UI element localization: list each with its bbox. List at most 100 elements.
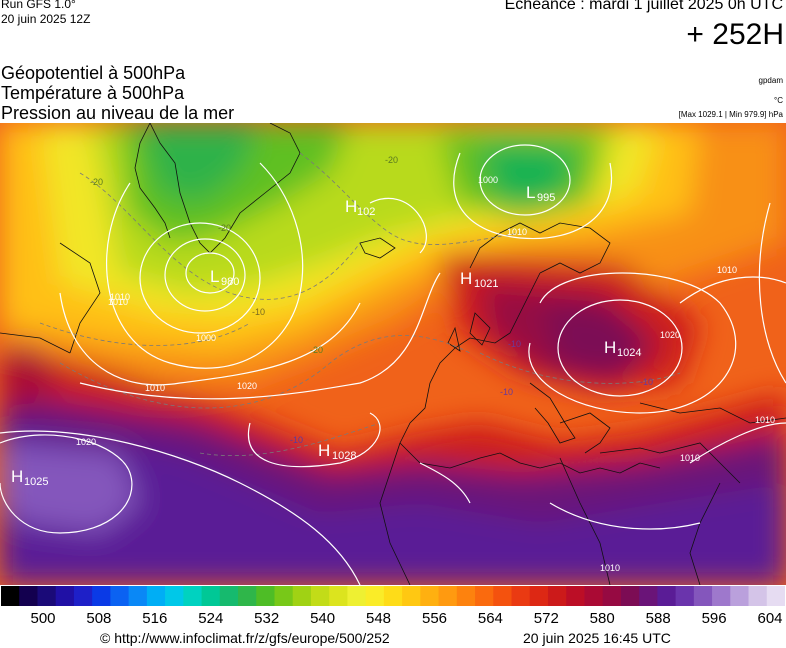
temperature-label: -20 — [310, 345, 323, 355]
color-scale-tick: 524 — [198, 610, 224, 627]
high-pressure-1028: H 1028 — [318, 441, 356, 462]
source-url: © http://www.infoclimat.fr/z/gfs/europe/… — [100, 630, 390, 646]
color-swatch — [37, 586, 57, 606]
isobar-label: 1010 — [108, 297, 128, 307]
color-swatch — [1, 586, 20, 606]
svg-text:102: 102 — [357, 206, 375, 218]
color-swatch — [256, 586, 276, 606]
color-scale-tick: 532 — [254, 610, 280, 627]
color-swatch — [238, 586, 257, 606]
isobar-label: 1010 — [717, 265, 737, 275]
svg-text:980: 980 — [221, 276, 239, 288]
color-scale-tick: 564 — [477, 610, 503, 627]
color-swatch — [766, 586, 785, 606]
color-swatch — [712, 586, 731, 606]
color-swatch — [19, 586, 39, 606]
title-pressure: Pression au niveau de la mer — [1, 103, 235, 123]
color-swatch — [110, 586, 130, 606]
coastlines — [0, 123, 786, 585]
color-swatch — [201, 586, 221, 606]
isobar-label: 1020 — [237, 381, 257, 391]
color-scale-tick: 548 — [365, 610, 392, 627]
low-pressure-995: L 995 — [526, 183, 555, 204]
svg-text:H: H — [604, 338, 616, 357]
color-swatch — [475, 586, 494, 606]
color-swatch — [183, 586, 203, 606]
unit-geopotential: gpdam — [758, 76, 783, 85]
svg-text:995: 995 — [537, 192, 555, 204]
color-swatch — [730, 586, 750, 606]
isobar-label: 1010 — [145, 383, 165, 393]
color-swatch — [219, 586, 239, 606]
color-swatch — [657, 586, 677, 606]
isobar-labels: 1000 1010 1020 1010 1020 1010 1010 1000 … — [76, 175, 775, 573]
color-swatch — [639, 586, 658, 606]
color-swatch — [566, 586, 586, 606]
color-scale-tick: 572 — [533, 610, 559, 627]
color-scale-tick: 540 — [310, 610, 336, 627]
temperature-label: -10 — [252, 307, 265, 317]
unit-temperature: °C — [774, 96, 783, 105]
svg-text:1025: 1025 — [24, 476, 48, 488]
svg-text:1024: 1024 — [617, 347, 641, 359]
svg-text:H: H — [460, 269, 472, 288]
color-swatch — [402, 586, 421, 606]
color-swatch — [602, 586, 622, 606]
svg-text:1021: 1021 — [474, 278, 498, 290]
high-pressure-102: H 102 — [345, 197, 375, 218]
weather-map[interactable]: 1000 1010 1020 1010 1020 1010 1010 1000 … — [0, 123, 786, 585]
color-scale-tick: 508 — [86, 610, 112, 627]
high-pressure-1024: H 1024 — [604, 338, 641, 359]
color-swatch — [511, 586, 531, 606]
isobar-label: 1020 — [660, 330, 680, 340]
run-date: 20 juin 2025 12Z — [1, 12, 91, 26]
color-swatch — [310, 586, 330, 606]
color-swatch — [420, 586, 440, 606]
color-scale-tick: 516 — [142, 610, 168, 627]
color-swatch — [292, 586, 312, 606]
low-pressure-980: L 980 — [210, 267, 239, 288]
forecast-hour: + 252H — [686, 18, 784, 51]
color-swatch — [55, 586, 75, 606]
color-scale-tick: 580 — [589, 610, 615, 627]
pressure-systems: H 1025 L 980 H 102 L 995 H 1021 H 1024 — [11, 183, 641, 488]
temperature-label: -10 — [500, 387, 513, 397]
temperature-label: -10 — [508, 339, 521, 349]
color-swatch — [347, 586, 367, 606]
isobar-label: 1010 — [755, 415, 775, 425]
color-scale-tick: 596 — [701, 610, 727, 627]
temperature-label: -20 — [90, 177, 103, 187]
temperature-label: -20 — [385, 155, 398, 165]
color-scale-tick: 604 — [757, 610, 783, 627]
temperature-isotherms — [39, 152, 681, 456]
color-swatch — [92, 586, 111, 606]
svg-text:L: L — [526, 183, 535, 202]
color-swatch — [693, 586, 713, 606]
color-scale-ticks: 500 508 516 524 532 540 548 556 564 572 580 588 596 6… — [0, 610, 786, 628]
svg-text:1028: 1028 — [332, 450, 356, 462]
pressure-range: [Max 1029.1 | Min 979.9] hPa — [678, 110, 783, 119]
isobar-label: 1010 — [507, 227, 527, 237]
svg-text:H: H — [11, 467, 23, 486]
forecast-valid-time: Echéance : mardi 1 juillet 2025 0h UTC — [504, 0, 783, 13]
color-scale-tick: 588 — [645, 610, 671, 627]
color-scale-tick: 556 — [421, 610, 448, 627]
geopotential-field — [0, 123, 786, 585]
svg-text:H: H — [318, 441, 330, 460]
color-scale-bar — [1, 586, 785, 606]
isobar-label: 1020 — [76, 437, 96, 447]
color-swatch — [529, 586, 549, 606]
color-swatch — [547, 586, 567, 606]
color-swatch — [365, 586, 385, 606]
color-swatch — [438, 586, 458, 606]
isobar-label: 1000 — [478, 175, 498, 185]
isobars — [0, 144, 786, 585]
svg-text:L: L — [210, 267, 219, 286]
color-swatch — [329, 586, 349, 606]
color-swatch — [128, 586, 148, 606]
svg-text:H: H — [345, 197, 357, 216]
temperature-label: -10 — [640, 377, 653, 387]
isobar-label: 1010 — [600, 563, 620, 573]
title-temperature: Température à 500hPa — [1, 83, 185, 103]
isobar-label: 1010 — [680, 453, 700, 463]
